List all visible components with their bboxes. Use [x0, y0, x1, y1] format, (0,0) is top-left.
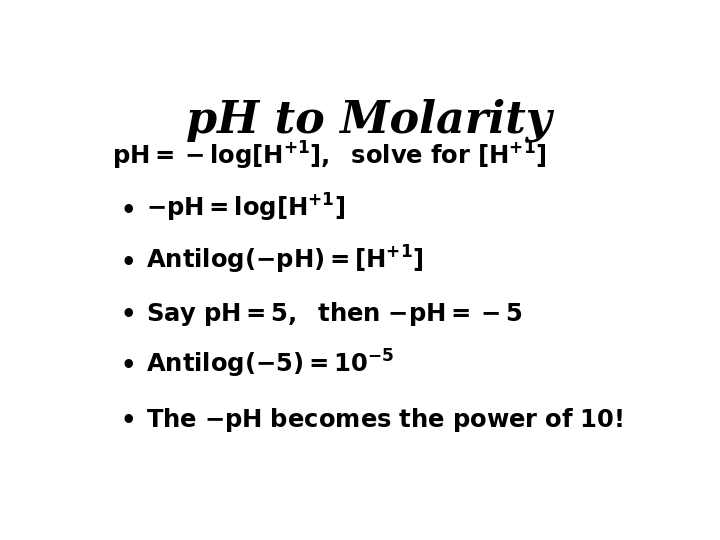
Text: $\mathbf{The\ {-}pH\ becomes\ the\ power\ of\ 10!}$: $\mathbf{The\ {-}pH\ becomes\ the\ power…: [145, 406, 623, 434]
Text: $\mathbf{Antilog(-5) = 10^{-5}}$: $\mathbf{Antilog(-5) = 10^{-5}}$: [145, 348, 394, 380]
Text: $\mathbf{Antilog(-pH) = [H^{+1}]}$: $\mathbf{Antilog(-pH) = [H^{+1}]}$: [145, 244, 423, 276]
Text: •: •: [121, 408, 136, 431]
Text: •: •: [121, 301, 136, 326]
Text: pH to Molarity: pH to Molarity: [186, 98, 552, 141]
Text: •: •: [121, 354, 136, 377]
Text: $\mathbf{pH = -log[H^{+1}],\ \ solve\ for\ [H^{+1}]}$: $\mathbf{pH = -log[H^{+1}],\ \ solve\ fo…: [112, 140, 547, 172]
Text: $\mathbf{-pH = log[H^{+1}]}$: $\mathbf{-pH = log[H^{+1}]}$: [145, 192, 345, 224]
Text: $\mathbf{Say\ pH = 5,\ \ then\ {-}pH = -5}$: $\mathbf{Say\ pH = 5,\ \ then\ {-}pH = -…: [145, 300, 523, 328]
Text: •: •: [121, 198, 136, 221]
Text: •: •: [121, 249, 136, 274]
